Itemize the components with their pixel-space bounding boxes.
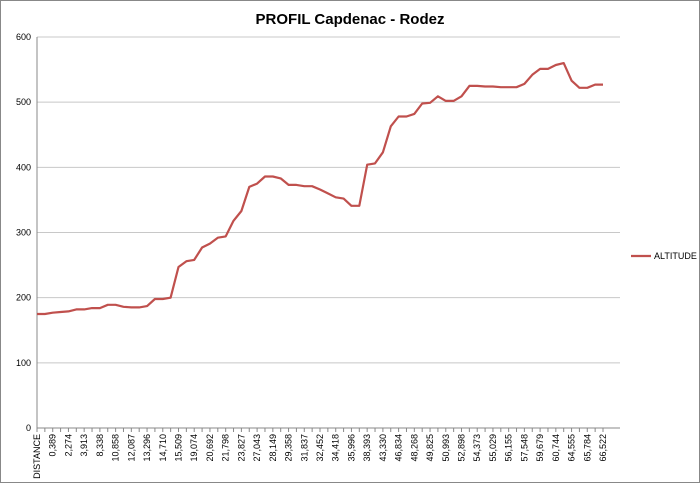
x-tick-label: 34,418 xyxy=(331,434,341,462)
x-tick-label: 66,522 xyxy=(598,434,608,462)
x-tick-label: 27,043 xyxy=(252,434,262,462)
x-tick-label: 54,373 xyxy=(472,434,482,462)
x-tick-label: 32,452 xyxy=(315,434,325,462)
x-tick-label: 21,798 xyxy=(221,434,231,462)
x-tick-label: 29,358 xyxy=(284,434,294,462)
x-tick-label: 3,913 xyxy=(79,434,89,457)
x-tick-label: 64,555 xyxy=(567,434,577,462)
x-tick-label: 57,548 xyxy=(519,434,529,462)
x-tick-label: 10,858 xyxy=(111,434,121,462)
x-tick-label: 55,029 xyxy=(488,434,498,462)
x-tick-label: 12,087 xyxy=(126,434,136,462)
x-tick-label: 38,393 xyxy=(362,434,372,462)
y-tick-label: 400 xyxy=(16,162,31,172)
x-tick-label: 0,389 xyxy=(48,434,58,457)
x-tick-label: 48,268 xyxy=(409,434,419,462)
x-tick-label: 52,898 xyxy=(457,434,467,462)
x-tick-label: 60,744 xyxy=(551,434,561,462)
line-series xyxy=(37,62,603,316)
y-tick-label: 600 xyxy=(16,32,31,42)
x-tick-label: 59,679 xyxy=(535,434,545,462)
x-tick-label: 19,074 xyxy=(189,434,199,462)
x-tick-label: 8,338 xyxy=(95,434,105,457)
x-tick-label: 56,155 xyxy=(504,434,514,462)
y-tick-label: 500 xyxy=(16,97,31,107)
x-tick-label: 49,825 xyxy=(425,434,435,462)
x-tick-label: 50,993 xyxy=(441,434,451,462)
x-tick-label: 31,837 xyxy=(299,434,309,462)
legend-label: ALTITUDE xyxy=(654,251,697,261)
x-tick-label: 65,784 xyxy=(582,434,592,462)
x-tick-label: 15,509 xyxy=(174,434,184,462)
x-tick-label: 43,330 xyxy=(378,434,388,462)
chart-title: PROFIL Capdenac - Rodez xyxy=(256,11,445,28)
y-tick-label: 0 xyxy=(26,423,31,433)
x-tick-label: 14,710 xyxy=(158,434,168,462)
x-tick-label: 20,692 xyxy=(205,434,215,462)
y-tick-label: 300 xyxy=(16,228,31,238)
x-tick-label: 2,274 xyxy=(63,434,73,457)
x-tick-label: 28,149 xyxy=(268,434,278,462)
x-tick-label: 13,296 xyxy=(142,434,152,462)
x-tick-label: DISTANCE xyxy=(32,434,42,479)
y-tick-label: 200 xyxy=(16,293,31,303)
x-tick-label: 35,996 xyxy=(346,434,356,462)
x-tick-label: 23,827 xyxy=(236,434,246,462)
x-tick-label: 46,834 xyxy=(394,434,404,462)
y-tick-label: 100 xyxy=(16,358,31,368)
